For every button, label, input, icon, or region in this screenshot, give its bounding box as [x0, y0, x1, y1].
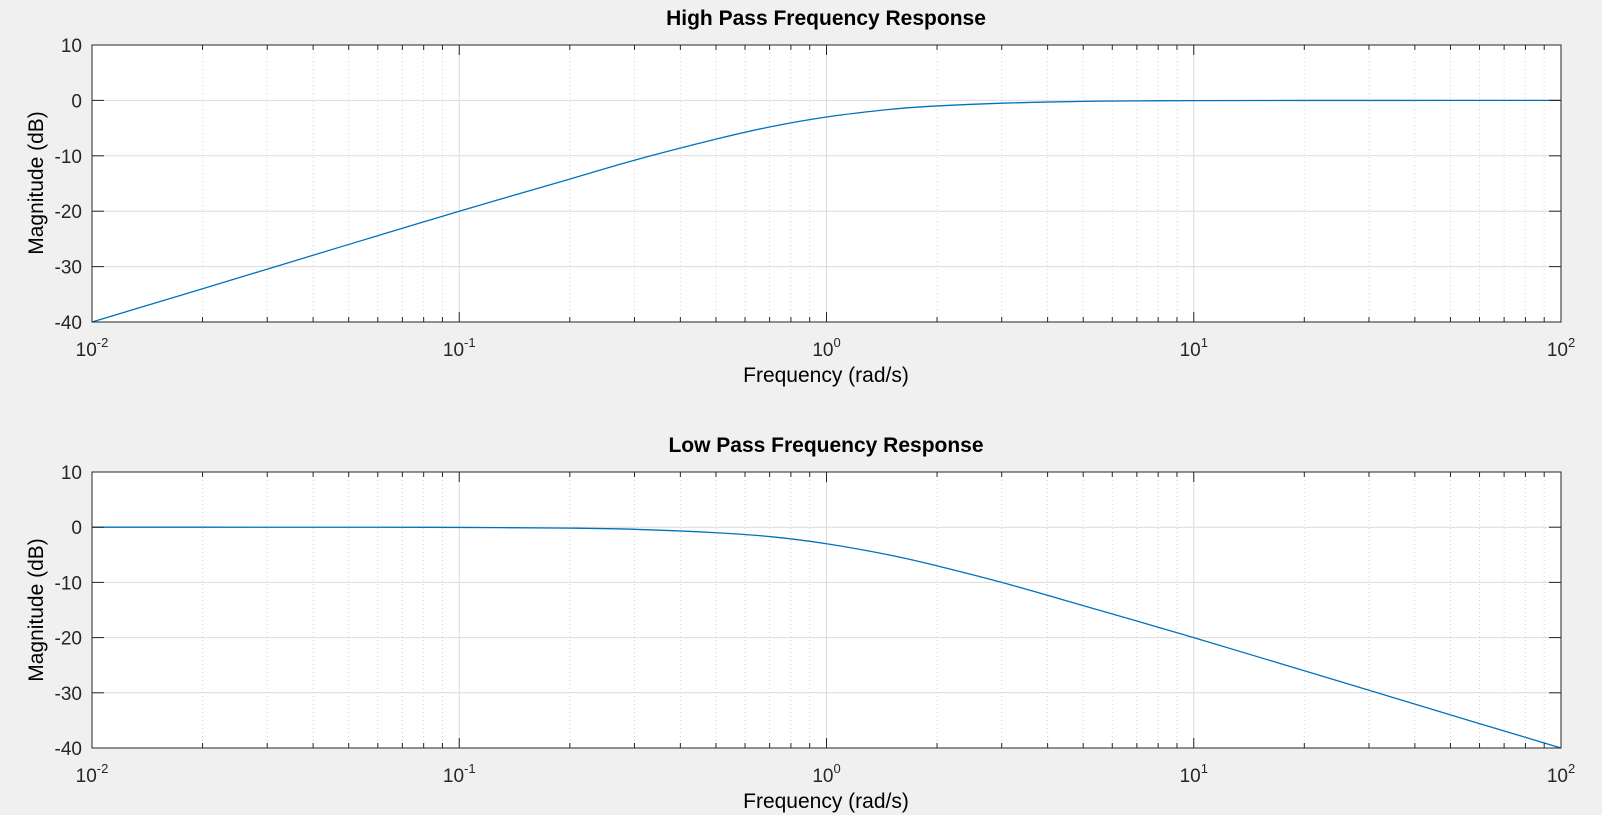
x-tick-label: 100	[812, 335, 840, 361]
tick-marks	[91, 471, 1562, 749]
x-axis-label: Frequency (rad/s)	[743, 790, 909, 813]
y-tick-labels: 10 0 -10 -20 -30 -40	[55, 463, 82, 760]
x-tick-label: 10-2	[76, 335, 109, 361]
high-pass-magnitude-line	[91, 99, 1562, 323]
y-tick-label: -10	[55, 573, 82, 594]
y-tick-label: -30	[55, 684, 82, 705]
x-tick-labels: 10-2 10-1 100 101 102	[76, 761, 1576, 787]
x-axis-label: Frequency (rad/s)	[743, 364, 909, 387]
y-tick-label: 10	[61, 463, 82, 484]
y-tick-label: -20	[55, 629, 82, 650]
y-tick-label: -20	[55, 202, 82, 223]
x-tick-label: 100	[812, 761, 840, 787]
x-tick-label: 10-1	[443, 761, 476, 787]
x-tick-label: 102	[1547, 335, 1575, 361]
high-pass-axes: 100-10-20-30-40 10-2 10-1 100 101 102 High P…	[25, 7, 1575, 387]
y-tick-label: -10	[55, 147, 82, 168]
y-tick-label: -40	[55, 739, 82, 760]
chart-title: High Pass Frequency Response	[666, 7, 986, 30]
x-tick-label: 102	[1547, 761, 1575, 787]
x-tick-label: 10-1	[443, 335, 476, 361]
y-tick-label: 10	[61, 36, 82, 57]
chart-title: Low Pass Frequency Response	[668, 434, 983, 457]
y-tick-label: -40	[55, 313, 82, 334]
y-tick-label: -30	[55, 258, 82, 279]
x-tick-labels: 10-2 10-1 100 101 102	[76, 335, 1576, 361]
x-tick-label: 10-2	[76, 761, 109, 787]
y-tick-labels: 10 0 -10 -20 -30 -40	[55, 36, 82, 334]
low-pass-magnitude-line	[91, 526, 1562, 749]
y-axis-label: Magnitude (dB)	[25, 111, 48, 255]
x-tick-label: 101	[1180, 335, 1208, 361]
low-pass-axes: 100-10-20-30-40 10-2 10-1 100 101 102 Low Pa…	[25, 434, 1575, 813]
y-tick-label: 0	[71, 91, 82, 112]
x-tick-label: 101	[1180, 761, 1208, 787]
y-tick-label: 0	[71, 518, 82, 539]
y-axis-label: Magnitude (dB)	[25, 538, 48, 682]
tick-marks	[91, 44, 1562, 323]
